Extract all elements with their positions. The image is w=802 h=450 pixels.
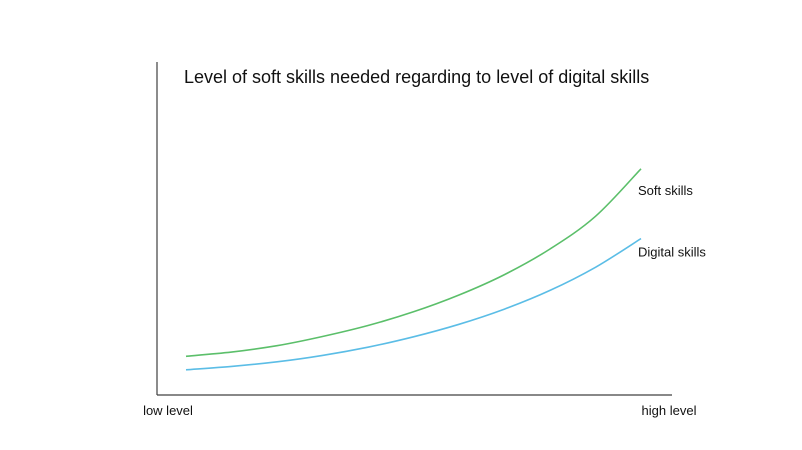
x-tick-label-high: high level bbox=[642, 403, 697, 418]
series-label-digital-skills: Digital skills bbox=[638, 245, 706, 260]
series-line-digital-skills bbox=[185, 237, 642, 371]
series-label-soft-skills: Soft skills bbox=[638, 183, 693, 198]
x-tick-label-low: low level bbox=[143, 403, 193, 418]
series-layer: Soft skills Digital skills bbox=[185, 168, 706, 371]
series-line-soft-skills bbox=[185, 168, 642, 358]
chart-title: Level of soft skills needed regarding to… bbox=[184, 67, 649, 87]
